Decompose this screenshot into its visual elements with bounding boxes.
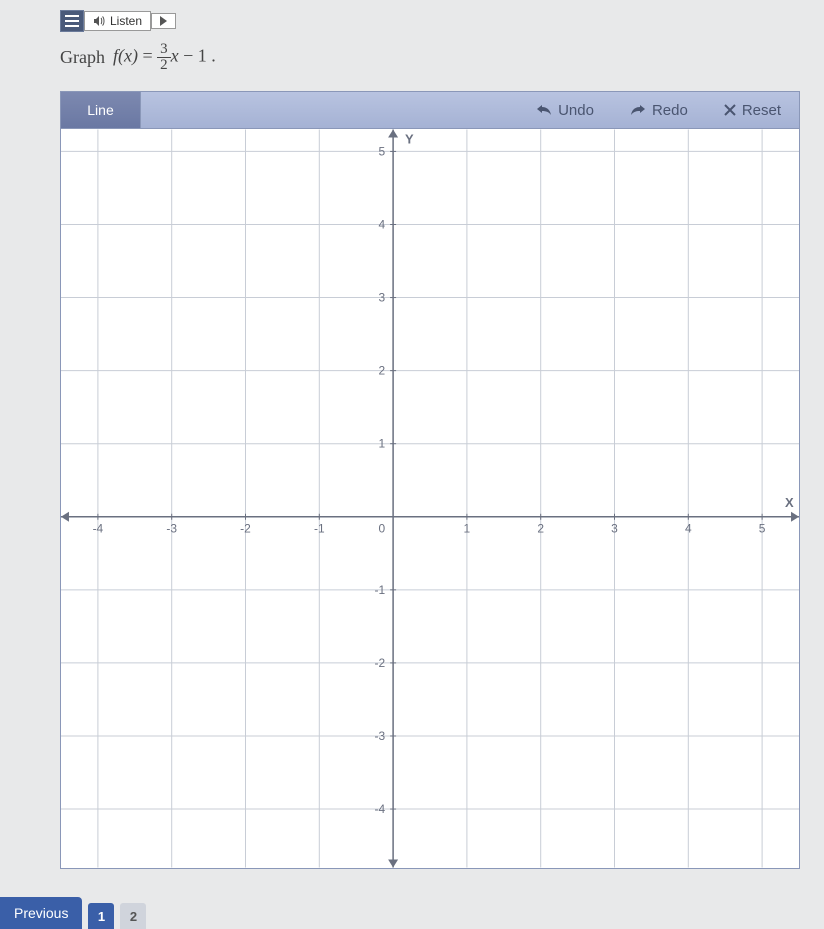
svg-text:1: 1: [378, 437, 385, 451]
svg-text:3: 3: [611, 522, 618, 536]
svg-text:-2: -2: [240, 522, 251, 536]
svg-text:2: 2: [537, 522, 544, 536]
svg-text:-3: -3: [374, 729, 385, 743]
coordinate-grid: -4 -3 -2 -1 1 2 3 4 5 -4 -3 -2 -1 1 2 3 4 5 0 Y X: [61, 129, 799, 868]
prompt-func: f(x): [113, 46, 138, 66]
reset-button[interactable]: Reset: [706, 92, 799, 128]
svg-text:3: 3: [378, 291, 385, 305]
svg-text:-3: -3: [166, 522, 177, 536]
menu-icon[interactable]: [60, 10, 84, 32]
svg-text:-2: -2: [374, 656, 385, 670]
listen-button[interactable]: Listen: [84, 11, 151, 31]
svg-text:-1: -1: [314, 522, 325, 536]
svg-text:2: 2: [378, 364, 385, 378]
prompt-var: x: [171, 46, 179, 66]
graph-canvas[interactable]: -4 -3 -2 -1 1 2 3 4 5 -4 -3 -2 -1 1 2 3 4 5 0 Y X: [60, 129, 800, 869]
close-icon: [724, 104, 736, 116]
undo-button[interactable]: Undo: [518, 92, 612, 128]
line-tool-button[interactable]: Line: [61, 92, 141, 128]
prompt-equals: =: [142, 46, 152, 66]
listen-label: Listen: [110, 14, 142, 28]
svg-text:Y: Y: [405, 131, 414, 146]
svg-text:X: X: [785, 495, 794, 510]
svg-text:1: 1: [464, 522, 471, 536]
svg-text:-4: -4: [374, 802, 385, 816]
prompt-fraction: 3 2: [157, 42, 171, 73]
prompt-lead: Graph: [60, 47, 105, 68]
previous-button[interactable]: Previous: [0, 897, 82, 929]
svg-text:5: 5: [759, 522, 766, 536]
svg-text:0: 0: [378, 522, 385, 536]
svg-text:4: 4: [685, 522, 692, 536]
undo-icon: [536, 104, 552, 116]
svg-text:-4: -4: [93, 522, 104, 536]
prompt-tail: − 1 .: [183, 46, 216, 66]
redo-button[interactable]: Redo: [612, 92, 706, 128]
play-icon: [160, 16, 167, 26]
page-2-button[interactable]: 2: [120, 903, 146, 929]
redo-icon: [630, 104, 646, 116]
svg-text:-1: -1: [374, 583, 385, 597]
page-1-button[interactable]: 1: [88, 903, 114, 929]
speaker-icon: [93, 15, 105, 27]
svg-text:4: 4: [378, 217, 385, 231]
play-button[interactable]: [151, 13, 176, 29]
graph-toolbar: Line Undo Redo Reset: [60, 91, 800, 129]
question-prompt: Graph f(x) = 3 2 x − 1 .: [60, 42, 804, 73]
svg-text:5: 5: [378, 144, 385, 158]
